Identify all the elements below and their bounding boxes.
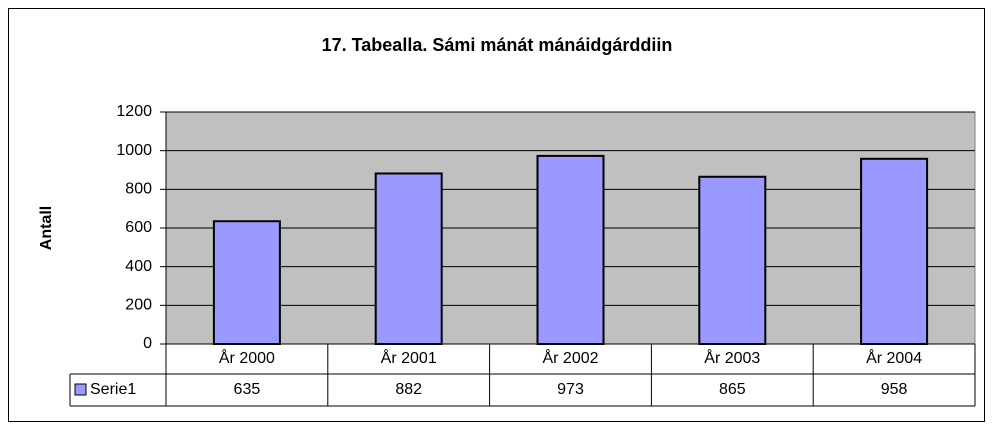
x-tick-label: År 2002	[542, 348, 598, 367]
legend-label: Serie1	[90, 381, 136, 398]
x-tick-label: År 2003	[704, 348, 760, 367]
y-tick-label: 600	[125, 219, 152, 236]
y-tick-label: 0	[143, 335, 152, 352]
y-tick-label: 1000	[116, 142, 152, 159]
x-tick-label: År 2001	[381, 348, 437, 367]
bar	[536, 154, 605, 345]
bar	[212, 220, 281, 346]
table-value: 882	[395, 381, 422, 398]
bar	[374, 172, 443, 345]
table-value: 635	[234, 381, 261, 398]
legend-swatch	[74, 383, 87, 396]
y-tick-label: 1200	[116, 103, 152, 120]
table-value: 973	[557, 381, 584, 398]
y-tick-label: 200	[125, 297, 152, 314]
table-value: 958	[881, 381, 908, 398]
bar	[698, 175, 767, 345]
table-value: 865	[719, 381, 746, 398]
x-tick-label: År 2000	[219, 348, 275, 367]
y-tick-label: 400	[125, 258, 152, 275]
bar	[860, 157, 929, 345]
y-axis-label: Antall	[38, 206, 55, 250]
y-tick-label: 800	[125, 181, 152, 198]
x-tick-label: År 2004	[866, 348, 922, 367]
chart-title: 17. Tabealla. Sámi mánát mánáidgárddiin	[322, 35, 673, 55]
